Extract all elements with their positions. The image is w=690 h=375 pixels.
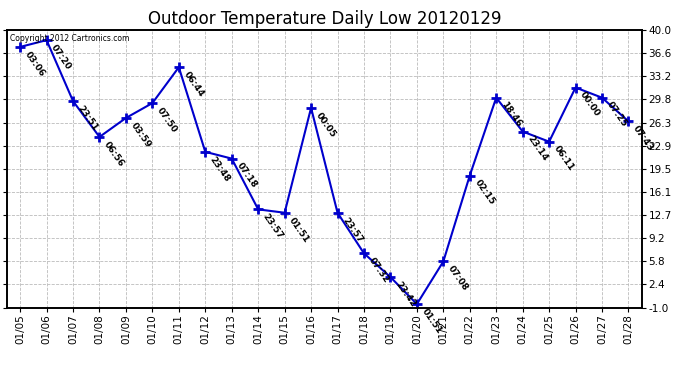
Text: 06:44: 06:44: [181, 70, 206, 99]
Text: 07:32: 07:32: [367, 256, 391, 285]
Text: 07:08: 07:08: [446, 264, 470, 293]
Text: 07:50: 07:50: [155, 106, 179, 134]
Text: 18:46: 18:46: [499, 100, 523, 129]
Text: 01:51: 01:51: [420, 307, 444, 335]
Text: 23:57: 23:57: [340, 216, 364, 244]
Text: 00:00: 00:00: [578, 90, 602, 118]
Text: 23:48: 23:48: [208, 154, 232, 183]
Text: 01:51: 01:51: [288, 216, 311, 244]
Text: 07:20: 07:20: [50, 43, 73, 72]
Text: 23:14: 23:14: [526, 134, 549, 163]
Text: 03:59: 03:59: [129, 121, 152, 149]
Text: 06:11: 06:11: [552, 144, 575, 173]
Text: 07:25: 07:25: [605, 100, 629, 129]
Text: 06:56: 06:56: [102, 140, 126, 168]
Text: 02:15: 02:15: [473, 178, 496, 207]
Text: 23:42: 23:42: [393, 280, 417, 309]
Text: 07:18: 07:18: [235, 161, 258, 190]
Text: Copyright 2012 Cartronics.com: Copyright 2012 Cartronics.com: [10, 34, 130, 43]
Text: 07:43: 07:43: [631, 124, 655, 153]
Text: 23:57: 23:57: [261, 212, 285, 241]
Text: 00:05: 00:05: [314, 111, 337, 139]
Title: Outdoor Temperature Daily Low 20120129: Outdoor Temperature Daily Low 20120129: [148, 10, 501, 28]
Text: 23:51: 23:51: [76, 104, 99, 132]
Text: 03:06: 03:06: [23, 50, 46, 78]
